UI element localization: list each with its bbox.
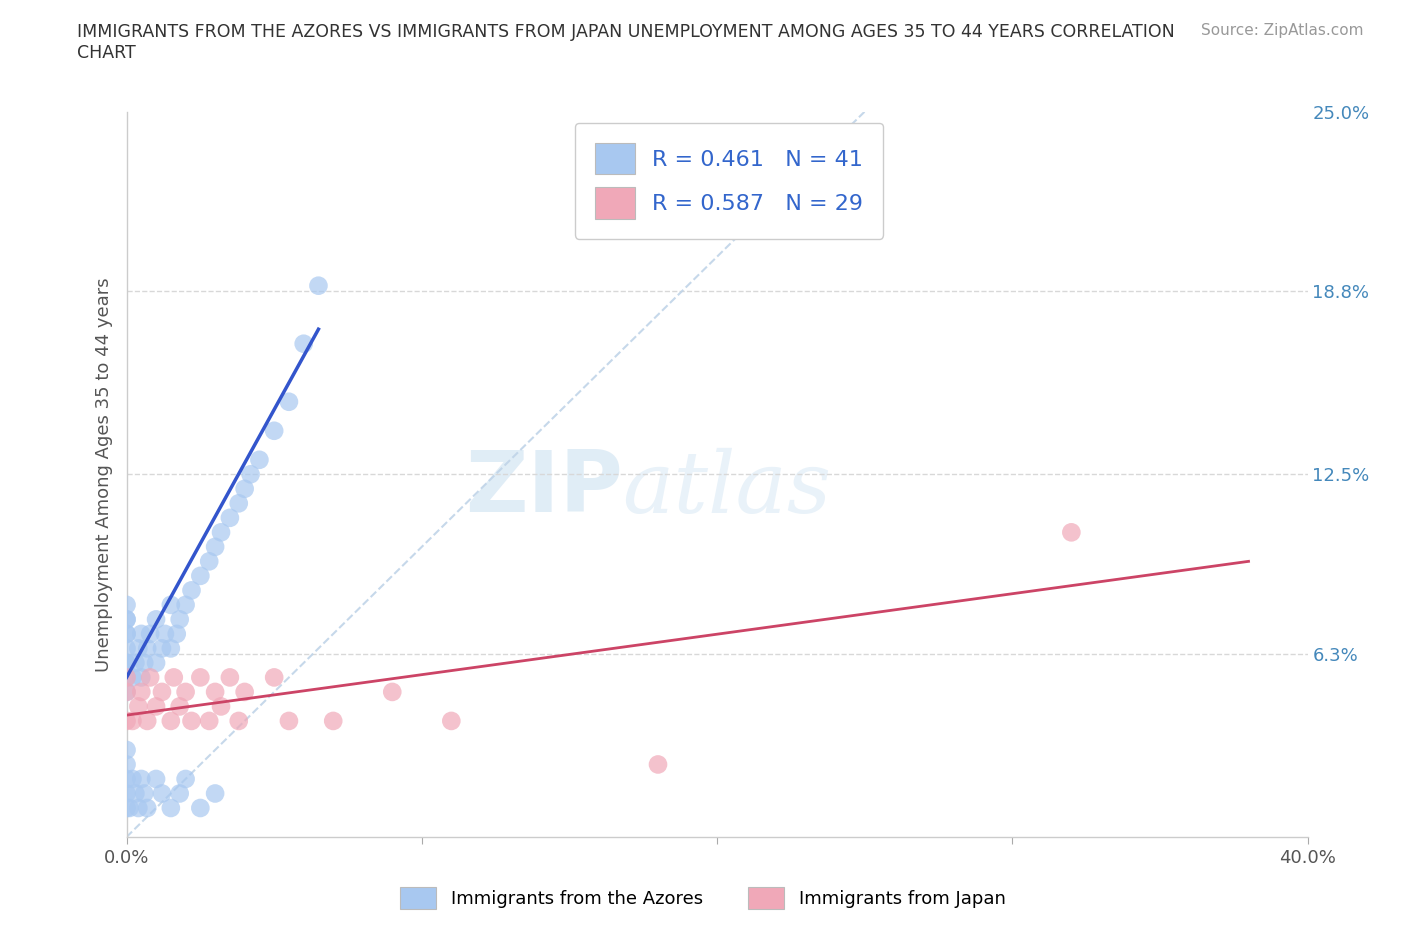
Point: [115, 670, 138, 684]
Point: [174, 597, 197, 612]
Point: [129, 627, 153, 642]
Point: [115, 670, 138, 684]
Point: [150, 641, 173, 656]
Point: [233, 684, 256, 699]
Point: [115, 801, 138, 816]
Point: [115, 684, 138, 699]
Point: [198, 554, 221, 569]
Point: [145, 772, 167, 787]
Point: [129, 772, 153, 787]
Point: [150, 786, 173, 801]
Point: [145, 656, 167, 671]
Point: [127, 641, 149, 656]
Point: [263, 670, 285, 684]
Point: [219, 511, 242, 525]
Point: [115, 656, 138, 671]
Point: [381, 684, 404, 699]
Point: [115, 612, 138, 627]
Text: IMMIGRANTS FROM THE AZORES VS IMMIGRANTS FROM JAPAN UNEMPLOYMENT AMONG AGES 35 T: IMMIGRANTS FROM THE AZORES VS IMMIGRANTS…: [77, 23, 1175, 62]
Point: [166, 627, 188, 642]
Point: [160, 597, 183, 612]
Point: [188, 568, 212, 583]
Point: [278, 394, 301, 409]
Point: [308, 278, 330, 293]
Text: Source: ZipAtlas.com: Source: ZipAtlas.com: [1201, 23, 1364, 38]
Point: [139, 670, 162, 684]
Point: [180, 713, 202, 728]
Point: [169, 786, 191, 801]
Point: [160, 713, 183, 728]
Point: [198, 713, 221, 728]
Point: [115, 641, 138, 656]
Point: [440, 713, 463, 728]
Point: [153, 627, 176, 642]
Text: atlas: atlas: [623, 447, 832, 530]
Point: [115, 713, 138, 728]
Point: [115, 612, 138, 627]
Point: [115, 684, 138, 699]
Point: [160, 801, 183, 816]
Point: [129, 670, 153, 684]
Point: [209, 699, 232, 714]
Point: [180, 583, 202, 598]
Point: [115, 757, 138, 772]
Point: [127, 801, 149, 816]
Legend: R = 0.461   N = 41, R = 0.587   N = 29: R = 0.461 N = 41, R = 0.587 N = 29: [575, 123, 883, 239]
Point: [129, 684, 153, 699]
Point: [228, 713, 250, 728]
Point: [139, 627, 162, 642]
Point: [233, 482, 256, 497]
Point: [134, 656, 156, 671]
Point: [136, 641, 159, 656]
Point: [124, 656, 146, 671]
Point: [188, 670, 212, 684]
Point: [219, 670, 242, 684]
Point: [169, 612, 191, 627]
Point: [322, 713, 344, 728]
Point: [204, 786, 226, 801]
Point: [121, 670, 143, 684]
Point: [136, 801, 159, 816]
Point: [239, 467, 262, 482]
Point: [124, 786, 146, 801]
Point: [263, 423, 285, 438]
Y-axis label: Unemployment Among Ages 35 to 44 years: Unemployment Among Ages 35 to 44 years: [94, 277, 112, 671]
Point: [647, 757, 669, 772]
Point: [145, 612, 167, 627]
Point: [115, 742, 138, 757]
Point: [1060, 525, 1083, 539]
Point: [174, 772, 197, 787]
Point: [115, 627, 138, 642]
Point: [136, 713, 159, 728]
Point: [115, 786, 138, 801]
Legend: Immigrants from the Azores, Immigrants from Japan: Immigrants from the Azores, Immigrants f…: [394, 880, 1012, 916]
Point: [249, 452, 271, 467]
Point: [188, 801, 212, 816]
Point: [134, 786, 156, 801]
Point: [121, 772, 143, 787]
Point: [115, 627, 138, 642]
Point: [145, 699, 167, 714]
Point: [204, 539, 226, 554]
Point: [228, 496, 250, 511]
Point: [127, 699, 149, 714]
Point: [150, 684, 173, 699]
Point: [204, 684, 226, 699]
Point: [292, 337, 315, 352]
Point: [115, 772, 138, 787]
Point: [278, 713, 301, 728]
Point: [169, 699, 191, 714]
Point: [209, 525, 232, 539]
Point: [118, 801, 141, 816]
Point: [160, 641, 183, 656]
Point: [121, 713, 143, 728]
Point: [115, 656, 138, 671]
Point: [115, 597, 138, 612]
Text: ZIP: ZIP: [465, 447, 623, 530]
Point: [163, 670, 186, 684]
Point: [174, 684, 197, 699]
